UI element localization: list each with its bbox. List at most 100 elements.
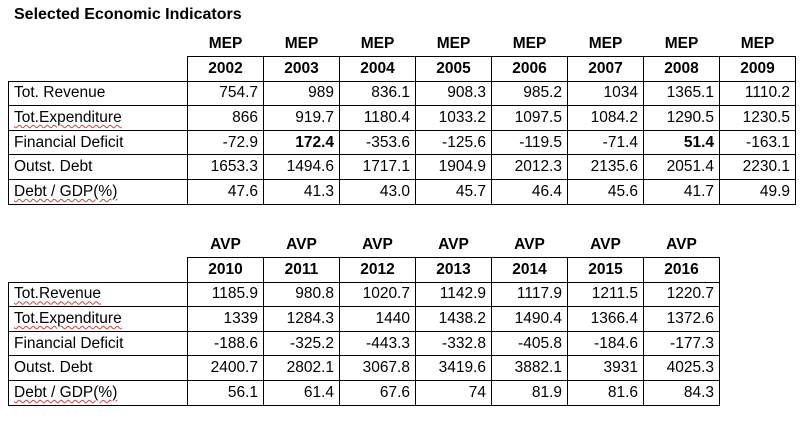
row-label-text: Tot.Expenditure xyxy=(14,310,122,328)
table-cell: 1490.4 xyxy=(491,306,568,332)
table-row: Tot.Expenditure 1339 1284.3 1440 1438.2 1490.… xyxy=(8,306,720,332)
year-header: 2013 xyxy=(415,257,492,283)
table-row: Financial Deficit -72.9 172.4 -353.6 -125.6-… xyxy=(8,129,796,156)
table-cell: -125.6 xyxy=(415,129,492,156)
row-label: Tot.Expenditure xyxy=(8,306,188,332)
year-header: 2015 xyxy=(567,257,644,283)
row-label-text: Financial Deficit xyxy=(14,334,124,352)
year-header: 2004 xyxy=(339,56,416,82)
table-cell: 1438.2 xyxy=(415,306,492,332)
group-header: MEP xyxy=(284,35,319,53)
table-cell: 1033.2 xyxy=(415,105,492,131)
indicators-table-2002-2009: MEP MEP MEP MEP MEP MEP MEP MEP 2002 2003 2004 2005… xyxy=(8,32,796,205)
table-cell: -71.4 xyxy=(567,129,644,156)
table-cell: 41.3 xyxy=(263,179,340,205)
table-cell: 67.6 xyxy=(339,380,416,406)
group-header: MEP xyxy=(512,35,547,53)
row-label: Tot.Revenue xyxy=(8,281,188,308)
table-cell: 47.6 xyxy=(187,179,264,205)
table-cell: 1185.9 xyxy=(187,281,264,308)
group-header-row: AVP AVP AVP AVP AVP AVP AVP xyxy=(9,233,720,258)
table-cell: 45.6 xyxy=(567,179,644,205)
table-cell: 1366.4 xyxy=(567,306,644,332)
table-cell: 1653.3 xyxy=(187,154,264,181)
table-cell: 1110.2 xyxy=(719,80,796,107)
table-cell: 1904.9 xyxy=(415,154,492,181)
row-label-text: Financial Deficit xyxy=(14,133,124,151)
table-cell: -119.5 xyxy=(491,129,568,156)
row-label-text: Tot.Expenditure xyxy=(14,109,122,127)
year-header: 2005 xyxy=(415,56,492,82)
group-header: MEP xyxy=(664,35,699,53)
group-header: MEP xyxy=(436,35,471,53)
table-cell: 1020.7 xyxy=(339,281,416,308)
year-header: 2002 xyxy=(187,56,264,82)
row-label: Debt / GDP(%) xyxy=(8,380,188,406)
table-cell: 41.7 xyxy=(643,179,720,205)
table-cell: 1440 xyxy=(339,306,416,332)
table-cell: 1097.5 xyxy=(491,105,568,131)
year-header: 2007 xyxy=(567,56,644,82)
table-row: Tot. Revenue 754.7 989 836.1 908.3 985.2 1034 1… xyxy=(8,80,796,107)
table-cell: 2012.3 xyxy=(491,154,568,181)
table-cell: 3882.1 xyxy=(491,355,568,382)
table-cell: 84.3 xyxy=(643,380,720,406)
table-cell: 172.4 xyxy=(263,129,340,156)
table-cell: 1717.1 xyxy=(339,154,416,181)
table-row: Debt / GDP(%) 56.1 61.4 67.6 74 81.9 81.6 84.3 xyxy=(8,380,720,406)
row-label: Tot. Revenue xyxy=(8,80,188,107)
table-cell: 1372.6 xyxy=(643,306,720,332)
year-header: 2016 xyxy=(643,257,720,283)
row-label-text: Outst. Debt xyxy=(14,359,93,377)
year-header: 2006 xyxy=(491,56,568,82)
table-cell: 1034 xyxy=(567,80,644,107)
table-cell: 866 xyxy=(187,105,264,131)
year-header-row: 2002 2003 2004 2005 2006 2007 2008 2009 xyxy=(9,56,796,82)
table-cell: -188.6 xyxy=(187,330,264,357)
table-cell: 980.8 xyxy=(263,281,340,308)
table-cell: 46.4 xyxy=(491,179,568,205)
table-cell: -325.2 xyxy=(263,330,340,357)
table-row: Outst. Debt 2400.7 2802.1 3067.8 3419.6 3882.… xyxy=(8,355,720,382)
row-label: Tot.Expenditure xyxy=(8,105,188,131)
table-cell: 985.2 xyxy=(491,80,568,107)
group-header: AVP xyxy=(362,236,393,254)
row-label: Financial Deficit xyxy=(8,330,188,357)
table-cell: 754.7 xyxy=(187,80,264,107)
table-cell: 2230.1 xyxy=(719,154,796,181)
table-cell: 61.4 xyxy=(263,380,340,406)
table-cell: 1290.5 xyxy=(643,105,720,131)
table-cell: 3931 xyxy=(567,355,644,382)
table-cell: -72.9 xyxy=(187,129,264,156)
year-header: 2003 xyxy=(263,56,340,82)
group-header: MEP xyxy=(208,35,243,53)
table-cell: 1117.9 xyxy=(491,281,568,308)
table-cell: 3419.6 xyxy=(415,355,492,382)
table-cell: 81.6 xyxy=(567,380,644,406)
row-label-text: Debt / GDP(%) xyxy=(14,182,118,200)
group-header: AVP xyxy=(590,236,621,254)
table-cell: -405.8 xyxy=(491,330,568,357)
table-cell: 43.0 xyxy=(339,179,416,205)
table-row: Financial Deficit -188.6 -325.2 -443.3 -332.… xyxy=(8,330,720,357)
year-header: 2008 xyxy=(643,56,720,82)
group-header: MEP xyxy=(740,35,775,53)
year-header: 2012 xyxy=(339,257,416,283)
row-label-text: Debt / GDP(%) xyxy=(14,383,118,401)
group-header: AVP xyxy=(210,236,241,254)
table-row: Tot.Revenue 1185.9 980.8 1020.7 1142.9 1117.9… xyxy=(8,281,720,308)
row-label-text: Tot.Revenue xyxy=(14,285,102,303)
table-cell: 989 xyxy=(263,80,340,107)
table-row: Outst. Debt 1653.3 1494.6 1717.1 1904.9 2012.… xyxy=(8,154,796,181)
row-label: Debt / GDP(%) xyxy=(8,179,188,205)
table-cell: 919.7 xyxy=(263,105,340,131)
year-header-row: 2010 2011 2012 2013 2014 2015 2016 xyxy=(9,257,720,283)
table-cell: -177.3 xyxy=(643,330,720,357)
table-cell: -184.6 xyxy=(567,330,644,357)
table-cell: 2400.7 xyxy=(187,355,264,382)
table-cell: 1142.9 xyxy=(415,281,492,308)
table-cell: 908.3 xyxy=(415,80,492,107)
table-cell: 1180.4 xyxy=(339,105,416,131)
table-cell: 2802.1 xyxy=(263,355,340,382)
indicators-table-2010-2016: AVP AVP AVP AVP AVP AVP AVP 2010 2011 2012 2013 201… xyxy=(8,233,720,406)
